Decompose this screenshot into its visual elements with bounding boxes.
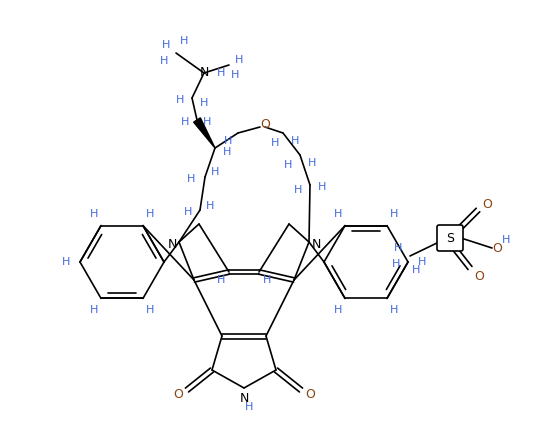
Text: H: H: [390, 208, 398, 218]
Text: H: H: [318, 182, 326, 192]
Text: H: H: [187, 174, 195, 184]
Text: H: H: [62, 257, 70, 267]
Text: H: H: [390, 305, 398, 316]
Text: H: H: [334, 208, 342, 218]
Text: H: H: [217, 68, 225, 78]
Text: H: H: [418, 257, 426, 267]
Text: O: O: [260, 118, 270, 132]
Text: H: H: [146, 305, 154, 316]
Text: N: N: [311, 237, 320, 250]
Text: H: H: [502, 235, 510, 245]
Text: H: H: [160, 56, 168, 66]
Text: H: H: [394, 243, 402, 253]
Text: H: H: [224, 136, 232, 146]
Text: H: H: [334, 305, 342, 316]
Text: H: H: [294, 185, 302, 195]
Text: H: H: [203, 117, 211, 127]
Text: H: H: [217, 275, 225, 285]
Text: O: O: [305, 388, 315, 400]
Text: H: H: [206, 201, 214, 211]
Text: H: H: [176, 95, 184, 105]
Text: H: H: [146, 208, 154, 218]
Text: H: H: [271, 138, 279, 148]
Text: H: H: [90, 305, 98, 316]
Polygon shape: [194, 118, 215, 148]
Text: H: H: [211, 167, 219, 177]
Text: H: H: [162, 40, 170, 50]
Text: H: H: [90, 208, 98, 218]
Text: O: O: [173, 388, 183, 400]
Text: H: H: [235, 55, 243, 65]
Text: H: H: [392, 259, 400, 269]
Text: O: O: [474, 270, 484, 282]
Text: O: O: [482, 198, 492, 212]
Text: H: H: [284, 160, 292, 170]
Text: H: H: [308, 158, 316, 168]
Text: N: N: [199, 66, 209, 80]
Text: S: S: [446, 232, 454, 244]
Text: H: H: [245, 402, 253, 412]
Text: N: N: [239, 392, 249, 405]
FancyBboxPatch shape: [437, 225, 463, 251]
Text: H: H: [184, 207, 192, 217]
Text: H: H: [412, 265, 420, 275]
Text: O: O: [492, 242, 502, 254]
Text: H: H: [223, 147, 231, 157]
Text: N: N: [168, 237, 177, 250]
Text: H: H: [263, 275, 271, 285]
Text: H: H: [181, 117, 189, 127]
Text: H: H: [291, 136, 299, 146]
Text: H: H: [180, 36, 188, 46]
Text: H: H: [231, 70, 239, 80]
Text: H: H: [200, 98, 208, 108]
